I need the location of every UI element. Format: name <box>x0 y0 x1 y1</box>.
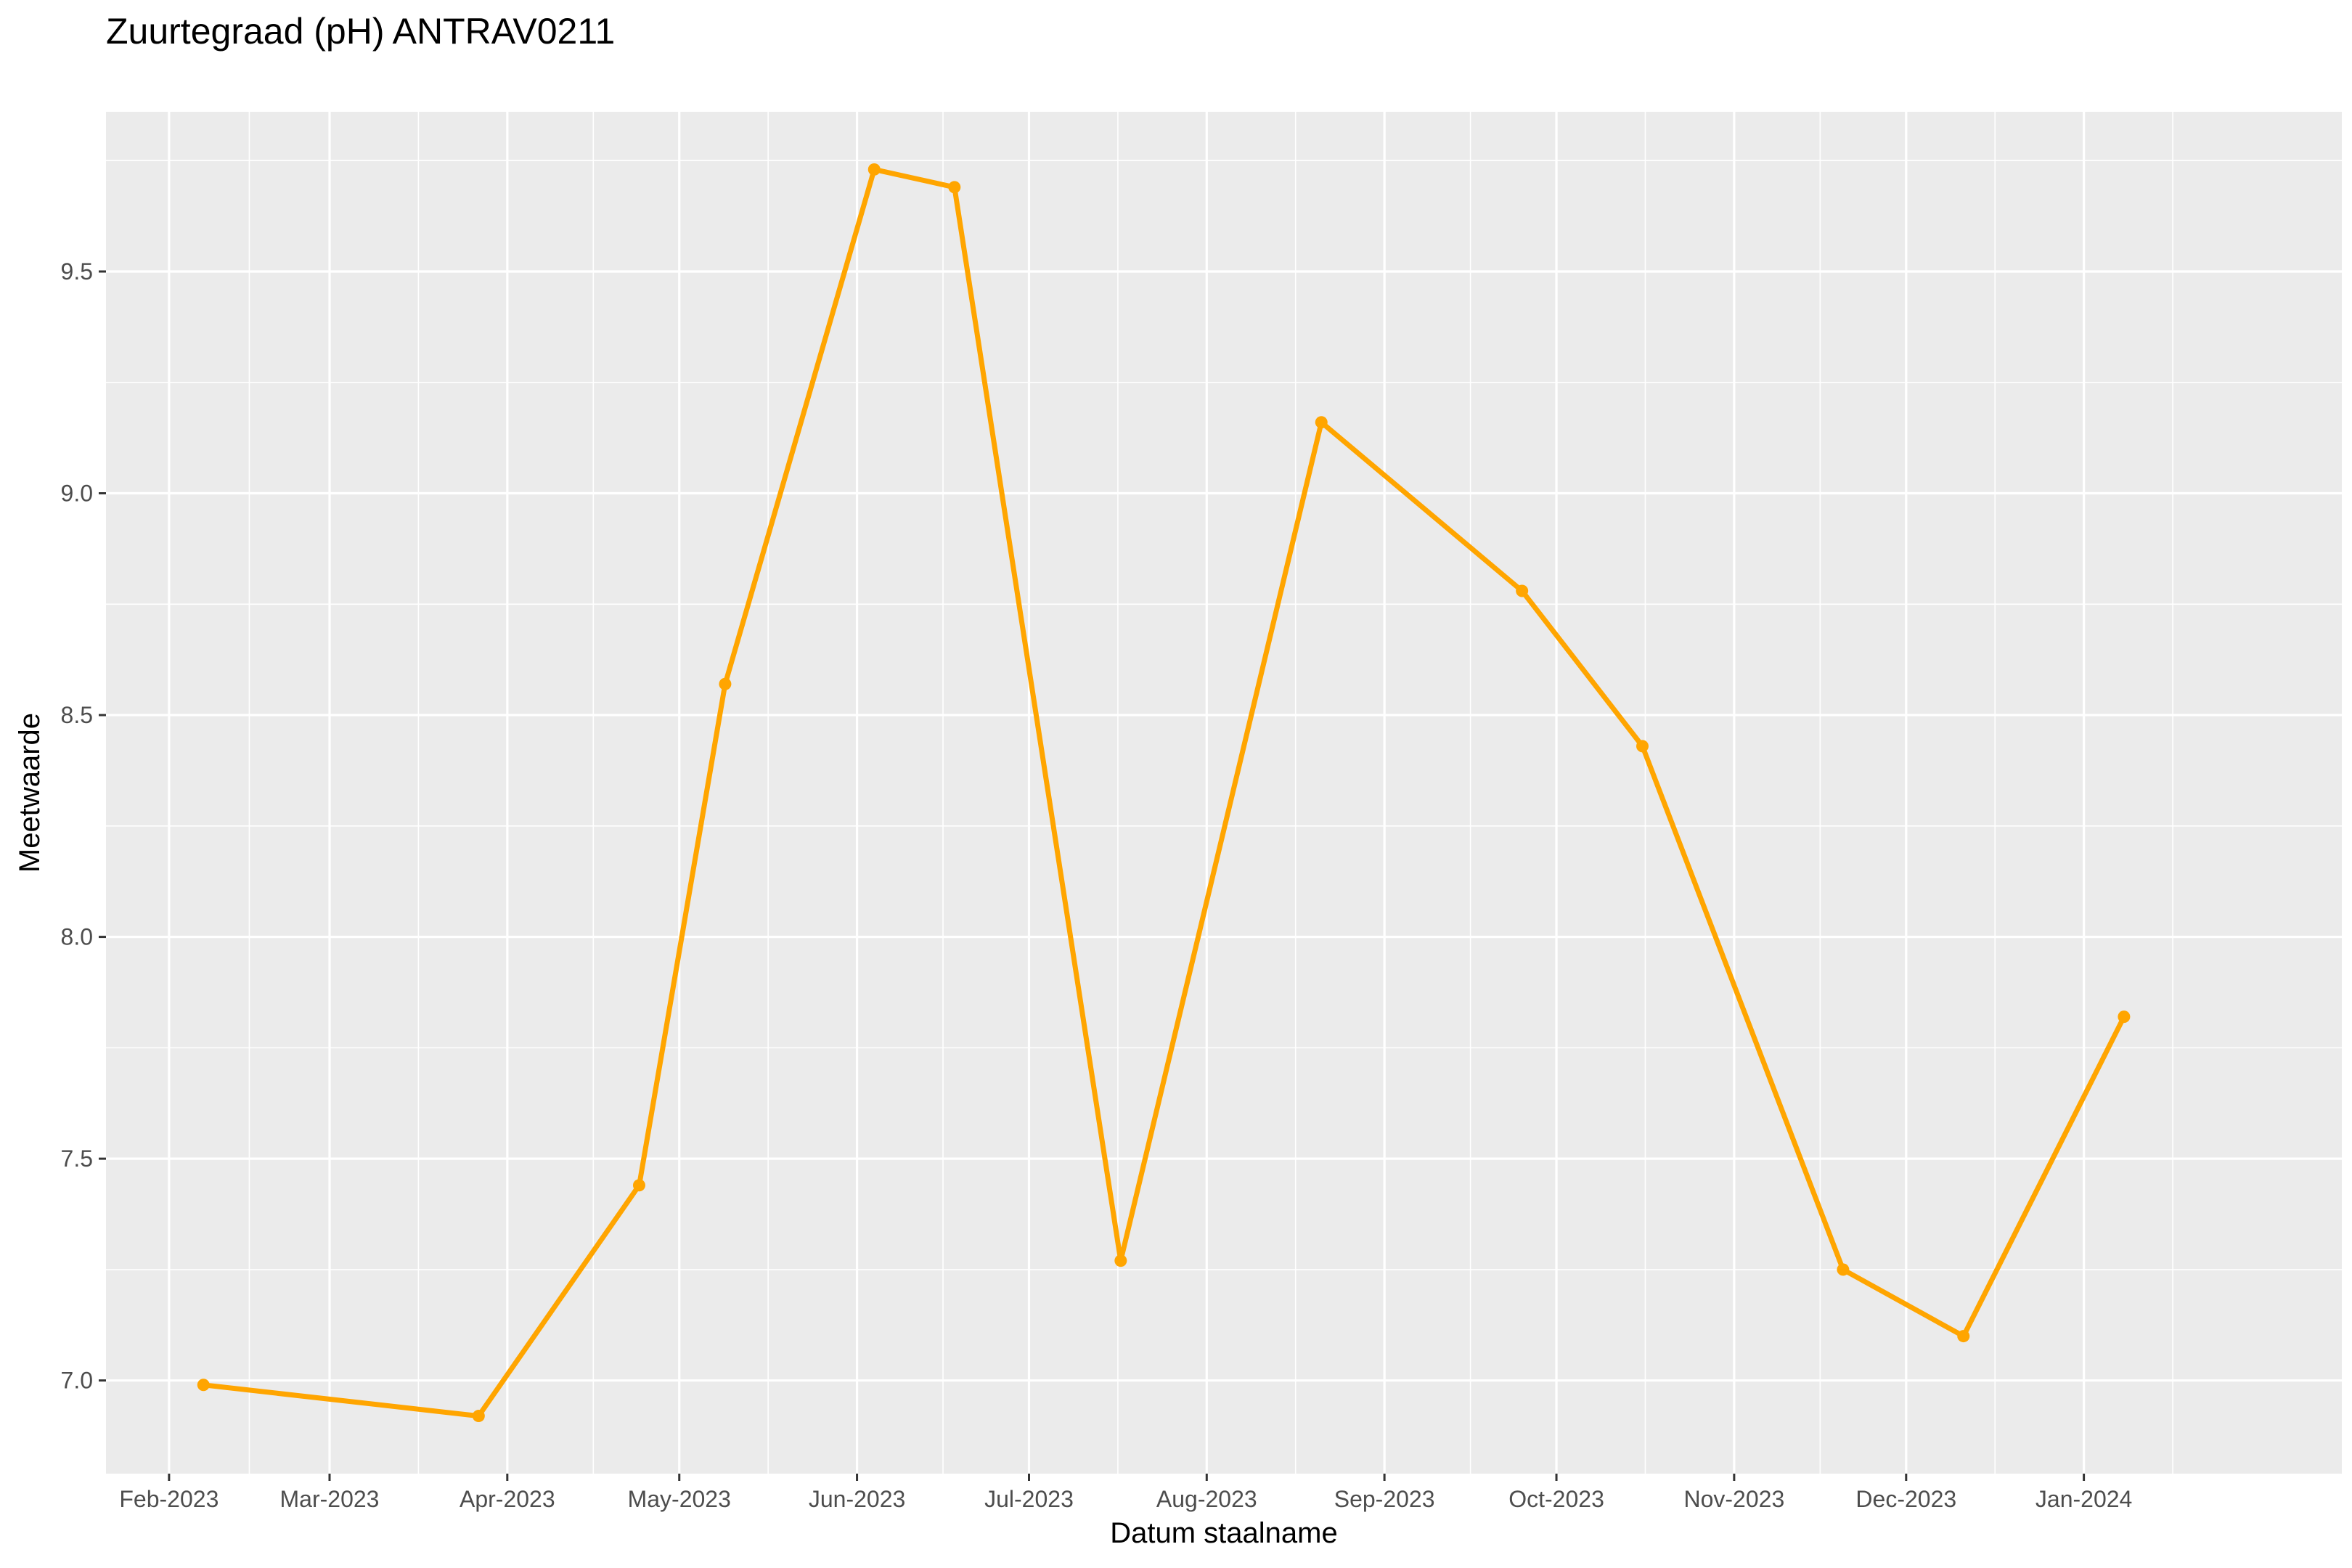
x-tick-label: Jul-2023 <box>984 1486 1074 1512</box>
y-axis-title: Meetwaarde <box>14 713 46 873</box>
y-tick-label: 7.0 <box>61 1368 93 1394</box>
x-tick-label: Dec-2023 <box>1855 1486 1956 1512</box>
x-tick-label: Apr-2023 <box>460 1486 555 1512</box>
x-tick-label: Sep-2023 <box>1334 1486 1435 1512</box>
x-tick-label: Aug-2023 <box>1156 1486 1257 1512</box>
data-point <box>719 677 732 690</box>
x-tick-label: Jan-2024 <box>2035 1486 2132 1512</box>
data-point <box>1114 1254 1127 1267</box>
y-tick-label: 9.0 <box>61 481 93 507</box>
data-point <box>197 1379 210 1392</box>
data-point <box>1516 584 1529 597</box>
data-point <box>948 181 961 194</box>
panel-background <box>106 112 2342 1474</box>
data-point <box>632 1179 645 1192</box>
y-tick-label: 8.5 <box>61 702 93 728</box>
data-point <box>472 1410 485 1423</box>
x-tick-label: May-2023 <box>628 1486 731 1512</box>
x-tick-label: Oct-2023 <box>1508 1486 1604 1512</box>
x-tick-label: Feb-2023 <box>119 1486 219 1512</box>
chart-title: Zuurtegraad (pH) ANTRAV0211 <box>106 11 616 52</box>
y-tick-label: 8.0 <box>61 924 93 950</box>
data-point <box>867 163 881 176</box>
x-tick-label: Mar-2023 <box>280 1486 380 1512</box>
data-point <box>1315 416 1328 429</box>
y-tick-label: 7.5 <box>61 1146 93 1172</box>
x-tick-label: Nov-2023 <box>1683 1486 1784 1512</box>
data-point <box>1837 1263 1850 1276</box>
x-tick-label: Jun-2023 <box>809 1486 905 1512</box>
data-point <box>2118 1010 2131 1024</box>
x-axis-title: Datum staalname <box>1110 1517 1337 1549</box>
data-point <box>1636 740 1649 753</box>
data-point <box>1957 1330 1970 1343</box>
y-tick-label: 9.5 <box>61 258 93 285</box>
